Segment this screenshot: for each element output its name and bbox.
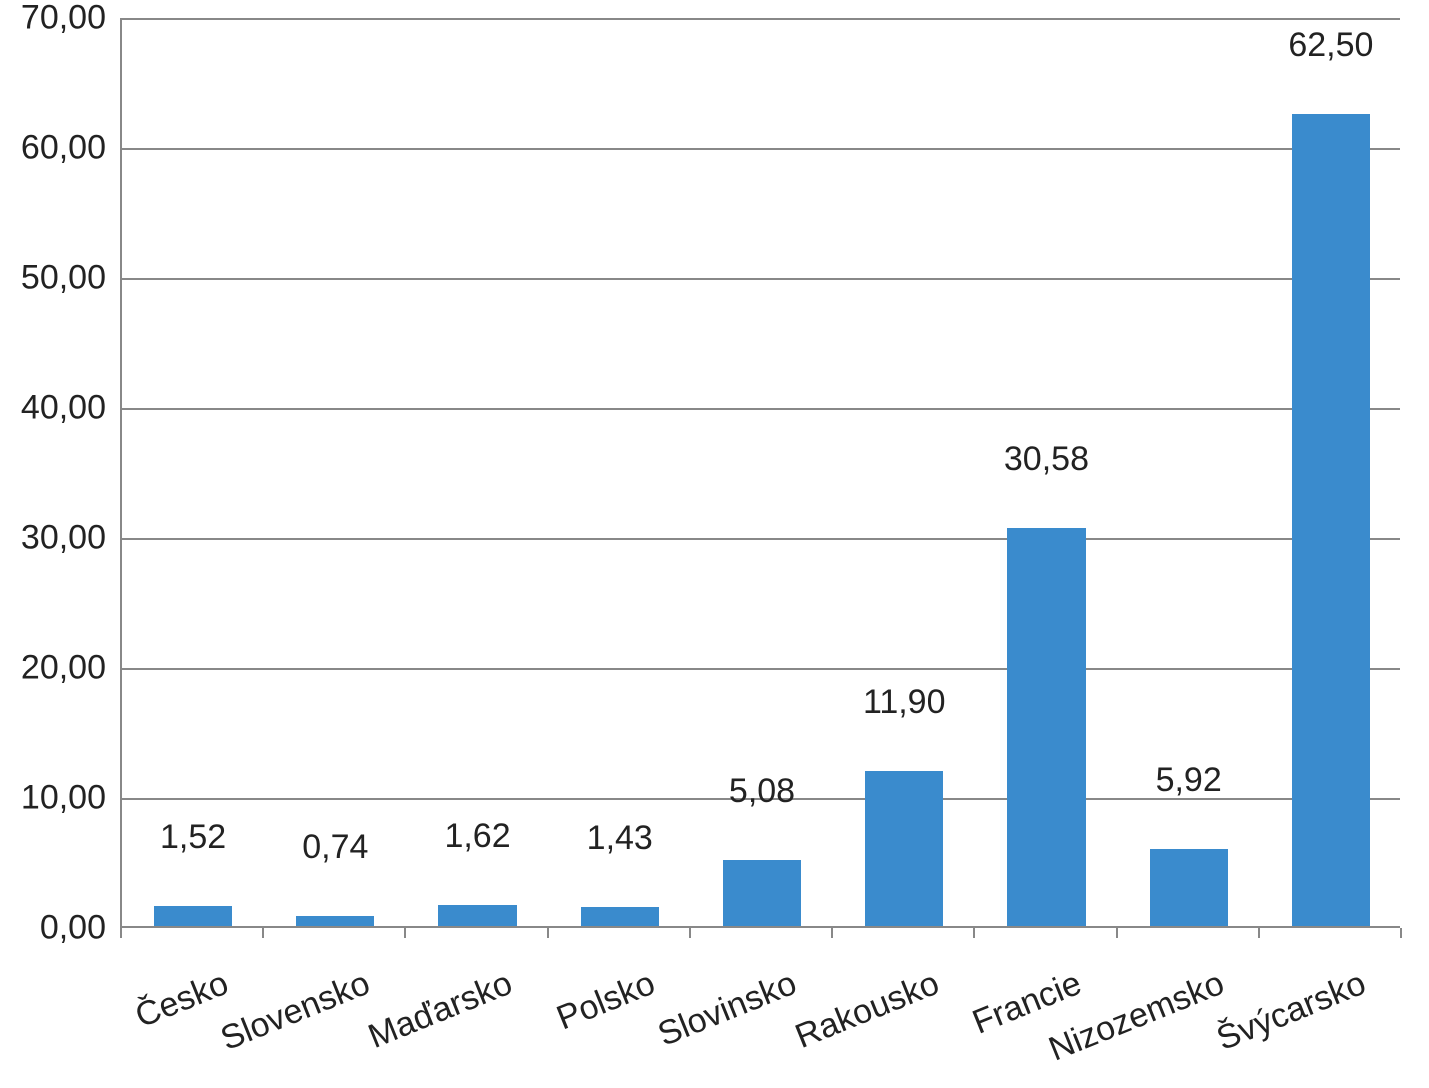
x-category-label: Slovensko <box>216 964 376 1059</box>
bar <box>154 906 232 926</box>
bar-chart: 1,520,741,621,435,0811,9030,585,9262,50 … <box>0 0 1429 1088</box>
x-tick <box>689 928 691 938</box>
bar-value-label: 11,90 <box>863 683 946 722</box>
bar <box>296 916 374 926</box>
x-tick <box>262 928 264 938</box>
y-tick-label: 60,00 <box>21 129 106 168</box>
bar-value-label: 30,58 <box>1004 440 1089 479</box>
x-tick <box>547 928 549 938</box>
x-tick <box>120 928 122 938</box>
bar <box>1292 114 1370 927</box>
y-tick-label: 40,00 <box>21 389 106 428</box>
bar-value-label: 0,74 <box>302 828 368 867</box>
y-tick-label: 0,00 <box>40 909 106 948</box>
bar-value-label: 1,52 <box>160 818 226 857</box>
bar <box>581 907 659 926</box>
bar <box>1150 849 1228 926</box>
x-category-label: Polsko <box>551 964 660 1038</box>
bar <box>723 860 801 926</box>
bar <box>438 905 516 926</box>
bar-value-label: 1,43 <box>587 819 653 858</box>
bar-value-label: 5,92 <box>1156 761 1222 800</box>
y-tick-label: 30,00 <box>21 519 106 558</box>
x-tick <box>1116 928 1118 938</box>
x-axis-labels: ČeskoSlovenskoMaďarskoPolskoSlovinskoRak… <box>120 928 1400 1088</box>
bar-value-label: 1,62 <box>444 817 510 856</box>
x-category-label: Švýcarsko <box>1211 964 1371 1059</box>
x-category-label: Maďarsko <box>363 964 518 1057</box>
x-tick <box>1258 928 1260 938</box>
x-tick <box>831 928 833 938</box>
plot-area: 1,52 0,74 1,62 1,43 5,08 11,90 30,58 5,92 62,50 <box>120 18 1400 928</box>
bar <box>1007 528 1085 926</box>
x-tick <box>404 928 406 938</box>
bar-value-label: 5,08 <box>729 772 795 811</box>
x-category-label: Rakousko <box>790 964 945 1057</box>
bar-value-label: 62,50 <box>1288 26 1373 65</box>
x-tick <box>1400 928 1402 938</box>
bars: 1,52 0,74 1,62 1,43 5,08 11,90 30,58 5,92 62,50 <box>122 18 1400 926</box>
bar <box>865 771 943 926</box>
x-category-label: Slovinsko <box>653 964 803 1055</box>
y-axis: 0,0010,0020,0030,0040,0050,0060,0070,00 <box>0 18 106 928</box>
y-tick-label: 20,00 <box>21 649 106 688</box>
y-tick-label: 10,00 <box>21 779 106 818</box>
y-tick-label: 70,00 <box>21 0 106 38</box>
y-tick-label: 50,00 <box>21 259 106 298</box>
x-tick <box>973 928 975 938</box>
